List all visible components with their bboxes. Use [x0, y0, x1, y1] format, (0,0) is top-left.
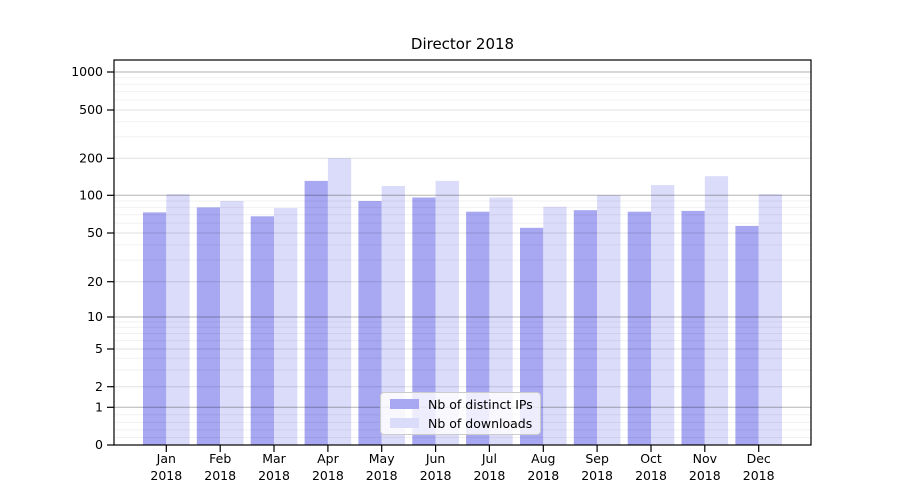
x-tick-label-year: 2018	[150, 468, 182, 483]
x-tick-label-year: 2018	[204, 468, 236, 483]
bar-series1-jul	[489, 197, 513, 445]
bar-series1-apr	[327, 158, 352, 446]
x-tick-label-month: Dec	[747, 451, 771, 466]
y-tick-label: 10	[87, 309, 103, 324]
bar-series0-jan	[143, 212, 167, 445]
bar-series0-nov	[681, 210, 705, 445]
bar-series1-nov	[704, 176, 729, 445]
bar-series0-mar	[250, 216, 274, 445]
x-tick-label-year: 2018	[366, 468, 398, 483]
x-tick-label-year: 2018	[581, 468, 613, 483]
bar-series0-dec	[735, 225, 759, 445]
x-tick-label-month: May	[369, 451, 395, 466]
bar-series1-oct	[651, 185, 675, 445]
bar-series1-dec	[758, 194, 782, 445]
legend-entry-downloads: Nb of downloads	[390, 415, 540, 431]
x-tick-label-month: Sep	[585, 451, 609, 466]
plot-border	[113, 59, 812, 446]
y-tick-label: 1000	[71, 64, 103, 79]
bar-series0-sep	[573, 210, 598, 445]
x-tick-label-year: 2018	[312, 468, 344, 483]
y-tick-label: 1	[95, 400, 103, 415]
x-tick-label-year: 2018	[527, 468, 559, 483]
bar-series0-feb	[196, 207, 221, 445]
legend-swatch-downloads-icon	[390, 418, 419, 428]
y-tick-label: 2	[95, 379, 103, 394]
bar-series1-sep	[597, 195, 621, 445]
x-tick-label-year: 2018	[689, 468, 721, 483]
chart-title: Director 2018	[410, 35, 515, 53]
x-tick-label-month: Aug	[531, 451, 555, 466]
bar-series0-apr	[304, 180, 328, 445]
y-tick-label: 100	[79, 188, 103, 203]
bar-series0-jun	[412, 197, 436, 445]
x-tick-label-year: 2018	[420, 468, 452, 483]
legend-entry-distinct-ips: Nb of distinct IPs	[390, 396, 540, 412]
x-tick-label-year: 2018	[635, 468, 667, 483]
legend: Nb of distinct IPs Nb of downloads	[380, 392, 541, 435]
x-tick-label-month: Mar	[262, 451, 286, 466]
bar-series0-aug	[520, 227, 544, 445]
y-tick-label: 5	[95, 341, 103, 356]
x-tick-label-year: 2018	[743, 468, 775, 483]
y-tick-label: 500	[79, 102, 103, 117]
x-tick-label-year: 2018	[258, 468, 290, 483]
y-tick-label: 0	[95, 437, 103, 452]
legend-swatch-distinct-ips-icon	[390, 399, 419, 409]
x-tick-label-month: Jun	[425, 451, 446, 466]
bar-series0-may	[358, 201, 382, 445]
x-tick-label-month: Apr	[317, 451, 339, 466]
x-tick-label-month: Nov	[693, 451, 718, 466]
bar-series1-mar	[274, 208, 298, 445]
legend-label-distinct-ips: Nb of distinct IPs	[428, 396, 533, 412]
bar-series1-feb	[220, 201, 244, 445]
x-tick-label-month: Jul	[481, 451, 497, 466]
x-tick-label-year: 2018	[473, 468, 505, 483]
x-tick-label-month: Jan	[156, 451, 176, 466]
y-tick-label: 50	[87, 225, 103, 240]
bar-series1-aug	[543, 206, 567, 445]
bar-series1-may	[381, 186, 405, 445]
bar-series0-oct	[627, 211, 651, 445]
x-tick-label-month: Oct	[640, 451, 662, 466]
y-tick-label: 200	[79, 151, 103, 166]
bar-series1-jun	[435, 180, 459, 445]
x-tick-label-month: Feb	[209, 451, 231, 466]
y-tick-label: 20	[87, 274, 103, 289]
bar-series1-jan	[166, 194, 190, 445]
bar-series0-jul	[466, 211, 490, 445]
legend-label-downloads: Nb of downloads	[428, 415, 533, 431]
